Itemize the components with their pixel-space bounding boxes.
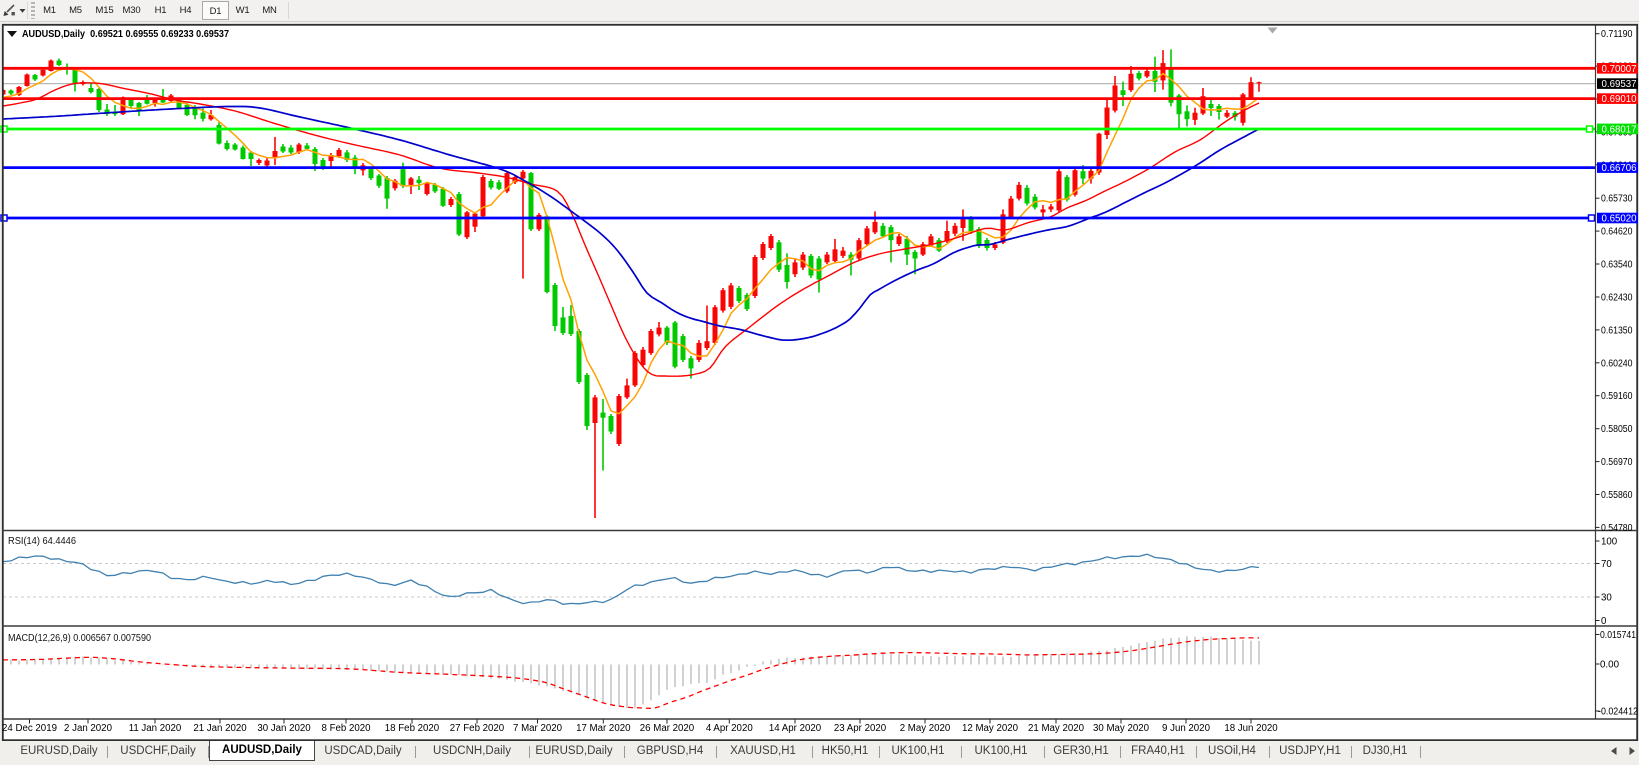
svg-text:18 Feb 2020: 18 Feb 2020 <box>385 723 440 734</box>
svg-text:MACD(12,26,9) 0.006567 0.00759: MACD(12,26,9) 0.006567 0.007590 <box>8 632 151 644</box>
svg-text:0.015741: 0.015741 <box>1600 630 1636 641</box>
svg-text:100: 100 <box>1601 537 1618 548</box>
svg-text:14 Apr 2020: 14 Apr 2020 <box>769 723 822 734</box>
svg-text:17 Mar 2020: 17 Mar 2020 <box>576 723 631 734</box>
svg-text:4 Apr 2020: 4 Apr 2020 <box>706 723 753 734</box>
svg-text:AUDUSD,Daily 0.69521 0.69555: AUDUSD,Daily 0.69521 0.69555 0.69233 0.6… <box>22 28 229 40</box>
svg-text:23 Apr 2020: 23 Apr 2020 <box>834 723 887 734</box>
svg-text:0.69010: 0.69010 <box>1602 94 1638 105</box>
svg-text:0.71190: 0.71190 <box>1601 29 1633 40</box>
svg-text:0.61350: 0.61350 <box>1601 325 1633 336</box>
svg-text:7 Mar 2020: 7 Mar 2020 <box>513 723 563 734</box>
svg-text:0.55860: 0.55860 <box>1601 490 1633 501</box>
svg-text:11 Jan 2020: 11 Jan 2020 <box>129 723 182 734</box>
svg-text:0.60240: 0.60240 <box>1601 358 1633 369</box>
svg-text:21 Jan 2020: 21 Jan 2020 <box>193 723 247 734</box>
svg-text:0.58050: 0.58050 <box>1601 424 1633 435</box>
svg-text:18 Jun 2020: 18 Jun 2020 <box>1224 723 1278 734</box>
svg-text:26 Mar 2020: 26 Mar 2020 <box>640 723 695 734</box>
svg-text:8 Feb 2020: 8 Feb 2020 <box>321 723 371 734</box>
svg-text:0.64620: 0.64620 <box>1601 227 1633 238</box>
svg-text:0.65730: 0.65730 <box>1601 194 1633 205</box>
svg-text:0.00: 0.00 <box>1600 660 1620 671</box>
svg-text:0.66706: 0.66706 <box>1602 163 1637 174</box>
svg-text:0.63540: 0.63540 <box>1601 260 1633 271</box>
svg-text:0.65020: 0.65020 <box>1602 214 1638 225</box>
svg-text:RSI(14) 64.4446: RSI(14) 64.4446 <box>8 535 76 547</box>
svg-text:0.70007: 0.70007 <box>1602 64 1637 75</box>
svg-text:30 Jan 2020: 30 Jan 2020 <box>257 723 311 734</box>
svg-text:30 May 2020: 30 May 2020 <box>1093 723 1150 734</box>
svg-text:0.62430: 0.62430 <box>1601 293 1633 304</box>
svg-text:0.59160: 0.59160 <box>1601 391 1633 402</box>
svg-text:2 Jan 2020: 2 Jan 2020 <box>64 723 113 734</box>
svg-text:0.68017: 0.68017 <box>1602 125 1637 136</box>
svg-text:9 Jun 2020: 9 Jun 2020 <box>1162 723 1211 734</box>
svg-text:0: 0 <box>1601 616 1607 627</box>
svg-text:0.69537: 0.69537 <box>1602 79 1637 90</box>
svg-text:21 May 2020: 21 May 2020 <box>1028 723 1085 734</box>
svg-text:0.56970: 0.56970 <box>1601 457 1633 468</box>
svg-text:0.54780: 0.54780 <box>1601 523 1633 534</box>
svg-text:12 May 2020: 12 May 2020 <box>962 723 1019 734</box>
svg-text:-0.024412: -0.024412 <box>1598 707 1638 718</box>
svg-text:2 May 2020: 2 May 2020 <box>900 723 951 734</box>
svg-text:30: 30 <box>1601 593 1612 604</box>
svg-text:27 Feb 2020: 27 Feb 2020 <box>450 723 505 734</box>
svg-text:24 Dec 2019: 24 Dec 2019 <box>2 723 57 734</box>
svg-text:70: 70 <box>1601 559 1612 570</box>
